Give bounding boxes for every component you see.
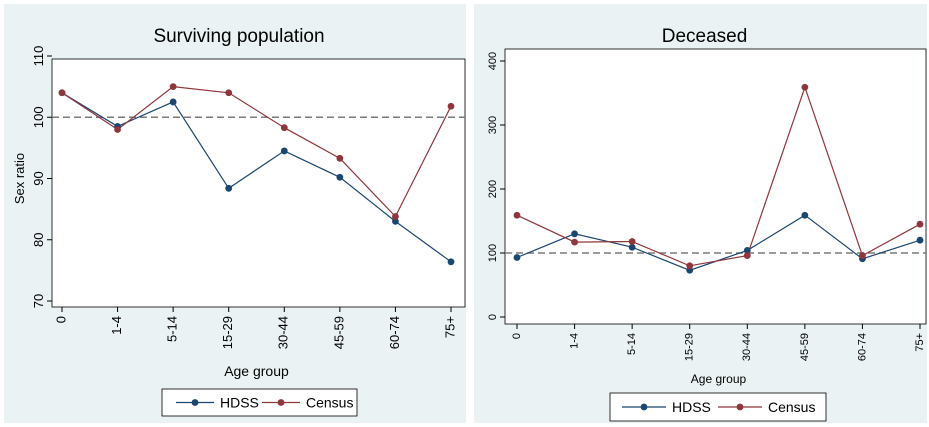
data-point-hdss: [628, 243, 636, 251]
data-point-census: [169, 83, 177, 91]
x-axis-label: Age group: [691, 372, 747, 386]
data-point-census: [571, 238, 578, 246]
x-tick-label: 30-44: [741, 333, 753, 361]
data-point-hdss: [801, 211, 809, 219]
x-tick-label: 0: [53, 316, 68, 323]
data-point-census: [859, 252, 866, 259]
data-point-hdss: [916, 236, 924, 244]
x-tick-label: 0: [511, 333, 523, 339]
y-tick-label: 300: [487, 116, 499, 134]
data-point-census: [336, 154, 344, 162]
data-point-census: [628, 238, 636, 245]
legend-label-census: Census: [768, 399, 815, 415]
data-point-census: [743, 252, 751, 259]
legend-label-hdss: HDSS: [220, 395, 259, 411]
x-tick-label: 30-44: [276, 316, 291, 349]
y-tick-label: 0: [487, 314, 499, 320]
data-point-census: [58, 89, 66, 97]
chart-svg: Surviving population 70 80 90 100 110 Sex rati…: [4, 4, 466, 423]
data-point-hdss: [571, 230, 578, 238]
x-tick-label: 45-59: [799, 333, 811, 361]
y-tick-label: 80: [31, 233, 46, 247]
legend-marker-hdss: [640, 403, 648, 411]
x-tick-label: 5-14: [626, 333, 638, 355]
x-tick-label: 45-59: [331, 316, 346, 349]
y-axis-label: Sex ratio: [12, 153, 27, 204]
chart-title: Surviving population: [153, 26, 324, 47]
data-point-census: [513, 211, 521, 219]
data-point-census: [225, 89, 233, 97]
chart-panel-surviving: Surviving population 70 80 90 100 110 Sex rati…: [4, 4, 466, 423]
data-point-hdss: [513, 254, 521, 261]
x-tick-label: 60-74: [856, 333, 868, 361]
plot-area: [504, 48, 927, 325]
data-point-hdss: [743, 247, 751, 254]
y-tick-label: 100: [487, 244, 499, 262]
x-tick-label: 1-4: [568, 333, 580, 349]
legend-marker-census: [277, 399, 285, 406]
y-tick-label: 110: [31, 46, 46, 67]
data-point-census: [916, 220, 924, 228]
data-point-hdss: [447, 258, 455, 266]
data-point-census: [686, 262, 694, 270]
y-tick-label: 200: [487, 180, 499, 198]
x-axis-label: Age group: [224, 363, 289, 379]
plot-area: [51, 58, 466, 308]
chart-panel-deceased: Deceased 0 100 200 300 400 0 1-4 5-14 15-29 30-44 4…: [472, 0, 929, 427]
x-tick-label: 75+: [914, 333, 926, 352]
legend-label-hdss: HDSS: [672, 399, 711, 415]
x-tick-label: 60-74: [387, 316, 402, 349]
data-point-census: [447, 102, 455, 110]
chart-title: Deceased: [662, 26, 748, 47]
legend-label-census: Census: [306, 395, 353, 411]
chart-svg: Deceased 0 100 200 300 400 0 1-4 5-14 15-29 30-44 4…: [474, 4, 927, 423]
x-tick-label: 5-14: [165, 316, 180, 342]
x-tick-label: 15-29: [220, 316, 235, 349]
data-point-census: [801, 83, 809, 91]
data-point-census: [114, 126, 121, 133]
data-point-hdss: [225, 184, 233, 192]
data-point-census: [280, 124, 288, 132]
data-point-hdss: [392, 217, 399, 225]
legend-marker-census: [736, 403, 744, 411]
series-line-census: [516, 85, 921, 267]
y-tick-label: 400: [487, 52, 499, 70]
y-tick-label: 70: [31, 294, 46, 308]
x-tick-label: 75+: [442, 316, 457, 338]
legend-marker-hdss: [191, 399, 199, 406]
y-tick-label: 100: [31, 106, 46, 128]
x-tick-label: 1-4: [109, 316, 124, 335]
y-tick-label: 90: [31, 171, 46, 185]
data-point-hdss: [336, 173, 344, 181]
series-line-census: [61, 85, 452, 218]
data-point-census: [392, 213, 399, 220]
x-tick-label: 15-29: [684, 333, 696, 361]
data-point-hdss: [280, 147, 288, 155]
data-point-hdss: [169, 98, 177, 106]
